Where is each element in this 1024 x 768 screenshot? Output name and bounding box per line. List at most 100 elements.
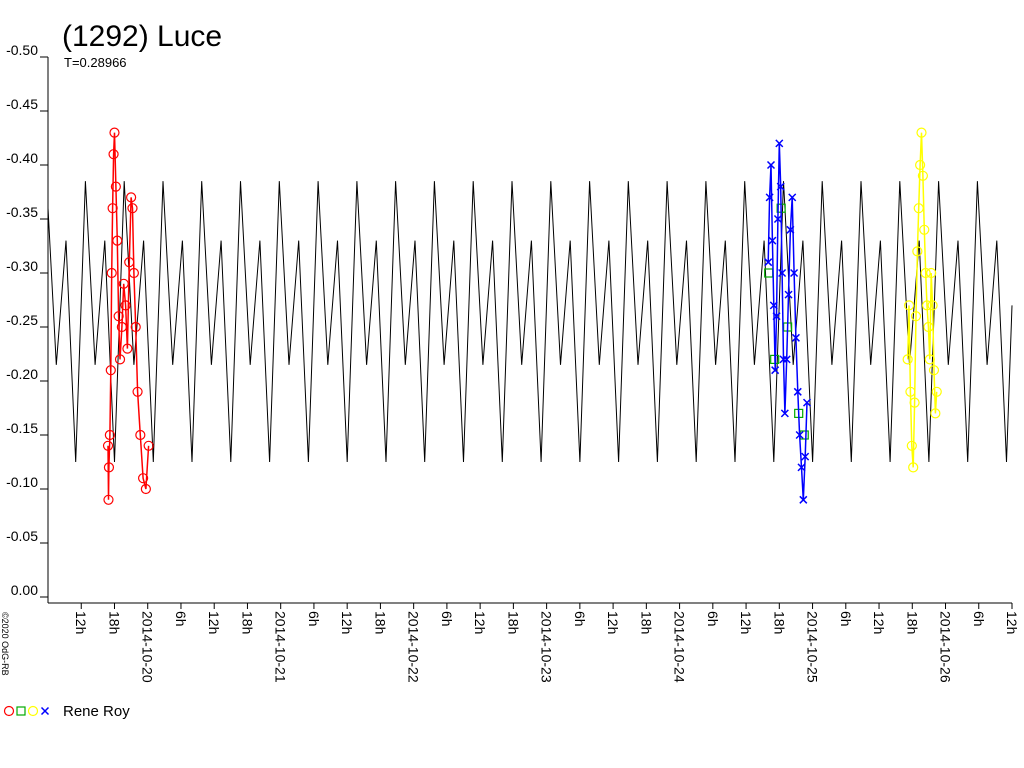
data-point — [920, 267, 931, 279]
data-point — [908, 462, 919, 473]
data-point — [784, 290, 793, 299]
data-point — [802, 398, 812, 407]
data-point — [786, 225, 795, 234]
data-point — [143, 440, 154, 451]
data-point — [768, 236, 777, 245]
y-tick-label: -0.45 — [6, 96, 38, 112]
data-point — [124, 257, 135, 268]
data-point — [132, 386, 143, 397]
data-point — [104, 429, 115, 441]
y-tick-label: -0.50 — [6, 42, 38, 58]
x-tick-label: 18h — [771, 611, 787, 634]
x-tick-label: 12h — [1004, 611, 1020, 634]
data-point — [106, 267, 117, 279]
data-point — [126, 192, 137, 203]
data-point — [128, 267, 139, 279]
data-point — [931, 386, 942, 397]
data-point — [782, 355, 791, 364]
data-point — [771, 366, 780, 375]
chart-title: (1292) Luce — [62, 20, 222, 53]
x-tick-label: 18h — [372, 611, 388, 634]
data-point — [114, 354, 126, 365]
x-tick-label: 18h — [239, 611, 255, 634]
x-tick-label: 6h — [173, 611, 189, 627]
data-point — [903, 300, 915, 311]
data-point — [773, 214, 782, 224]
data-point — [913, 203, 924, 214]
data-point — [778, 268, 787, 278]
x-tick-label: 2014-10-26 — [938, 611, 954, 683]
data-point — [116, 321, 127, 333]
legend-marker — [40, 706, 50, 716]
legend-marker — [16, 706, 26, 716]
data-point — [923, 321, 934, 333]
x-tick-label: 12h — [871, 611, 887, 634]
x-tick-label: 2014-10-23 — [539, 611, 555, 683]
data-point — [105, 365, 116, 376]
x-tick-label: 12h — [73, 611, 89, 634]
x-tick-label: 2014-10-24 — [672, 611, 688, 683]
y-tick-label: -0.35 — [6, 204, 38, 220]
data-point — [930, 408, 941, 419]
data-point — [906, 440, 917, 451]
x-tick-label: 12h — [605, 611, 621, 634]
y-tick-label: -0.25 — [6, 312, 38, 328]
x-tick-label: 2014-10-25 — [805, 611, 821, 683]
y-tick-label: -0.30 — [6, 258, 38, 274]
data-point — [118, 278, 129, 289]
data-point — [107, 203, 118, 214]
data-point — [928, 365, 940, 376]
legend-marker — [27, 705, 39, 717]
data-point — [103, 462, 115, 473]
x-tick-label: 18h — [505, 611, 521, 634]
data-point — [138, 473, 149, 484]
data-point — [905, 386, 916, 397]
data-point — [926, 267, 937, 279]
data-point — [122, 343, 133, 354]
data-point — [790, 268, 799, 278]
data-point — [910, 311, 922, 322]
copyright: ©2020 OdG-RB — [0, 612, 10, 676]
data-point — [919, 224, 930, 235]
y-tick-label: 0.00 — [11, 582, 38, 598]
x-tick-label: 12h — [206, 611, 222, 634]
y-tick-label: -0.10 — [6, 474, 38, 490]
model-curve — [47, 181, 1013, 463]
x-tick-label: 2014-10-20 — [140, 611, 156, 683]
data-point — [797, 463, 806, 472]
data-point — [793, 387, 802, 396]
data-point — [110, 181, 121, 192]
x-tick-label: 6h — [838, 611, 854, 627]
data-point — [915, 159, 926, 171]
data-point — [788, 193, 797, 202]
x-tick-label: 18h — [106, 611, 122, 634]
y-tick-label: -0.40 — [6, 150, 38, 166]
data-point — [127, 203, 138, 214]
y-tick-label: -0.20 — [6, 366, 38, 382]
data-point — [769, 301, 778, 310]
data-point — [799, 495, 808, 504]
data-point — [916, 127, 927, 138]
x-tick-label: 6h — [439, 611, 455, 627]
data-point — [902, 354, 913, 365]
y-tick-label: -0.05 — [6, 528, 38, 544]
data-point — [791, 333, 800, 342]
data-point — [779, 355, 788, 364]
data-point — [924, 354, 935, 365]
data-point — [108, 149, 119, 160]
observation-line — [107, 132, 150, 500]
observation-line — [906, 132, 938, 468]
data-point — [776, 182, 785, 191]
x-tick-label: 12h — [339, 611, 355, 634]
data-point — [120, 300, 131, 311]
data-point — [917, 170, 928, 181]
data-point — [764, 258, 773, 267]
data-point — [801, 452, 810, 461]
data-point — [921, 300, 933, 311]
x-tick-label: 6h — [306, 611, 322, 627]
x-tick-label: 18h — [638, 611, 654, 634]
x-tick-label: 2014-10-22 — [406, 611, 422, 683]
data-point — [909, 397, 920, 408]
